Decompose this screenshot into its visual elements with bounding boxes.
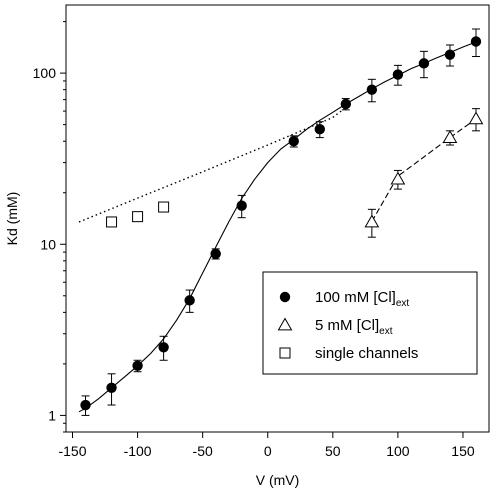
point-100mM bbox=[210, 248, 221, 259]
point-single-channel bbox=[158, 201, 170, 213]
point-100mM bbox=[418, 58, 430, 69]
point-single-channel bbox=[106, 216, 118, 228]
point-100mM bbox=[80, 399, 91, 411]
x-tick-label: -150 bbox=[58, 443, 86, 459]
legend-box bbox=[262, 271, 478, 375]
legend-label: 100 mM [Cl]ext bbox=[315, 289, 409, 309]
point-100mM bbox=[279, 291, 291, 303]
point-100mM bbox=[444, 49, 456, 60]
x-tick-label: 50 bbox=[325, 443, 341, 459]
y-tick-label: 10 bbox=[40, 236, 56, 252]
x-axis-title: V (mV) bbox=[256, 472, 300, 488]
point-5mM bbox=[390, 171, 406, 185]
legend-label: single channels bbox=[315, 345, 418, 362]
point-100mM bbox=[340, 98, 352, 110]
x-axis: -150 -100 -50 0 50 100 150 bbox=[58, 432, 475, 459]
plot-frame bbox=[65, 4, 490, 433]
legend: 100 mM [Cl]ext 5 mM [Cl]ext single channel… bbox=[262, 271, 478, 375]
point-100mM bbox=[132, 360, 143, 371]
point-100mM bbox=[392, 69, 404, 80]
data-points bbox=[80, 36, 484, 411]
x-tick-label: -100 bbox=[124, 443, 152, 459]
point-single-channel bbox=[279, 347, 291, 359]
y-tick-label: 1 bbox=[48, 407, 56, 423]
point-100mM bbox=[288, 136, 299, 147]
x-tick-label: 0 bbox=[264, 443, 272, 459]
point-100mM bbox=[236, 200, 247, 211]
point-100mM bbox=[158, 342, 169, 353]
y-axis: 1 10 100 bbox=[33, 21, 66, 433]
point-5mM bbox=[442, 130, 458, 143]
point-100mM bbox=[184, 295, 195, 306]
legend-label: 5 mM [Cl]ext bbox=[315, 317, 393, 337]
y-axis-title: Kd (mM) bbox=[4, 192, 20, 246]
point-5mM bbox=[277, 317, 293, 331]
point-100mM bbox=[106, 382, 117, 393]
fit-curve-dotted bbox=[78, 106, 347, 223]
point-5mM bbox=[468, 111, 484, 125]
point-100mM bbox=[470, 36, 482, 47]
point-100mM bbox=[366, 84, 378, 95]
y-tick-label: 100 bbox=[33, 65, 57, 81]
point-5mM bbox=[364, 214, 380, 228]
fit-curve-dashed bbox=[371, 118, 477, 222]
x-tick-label: 150 bbox=[451, 443, 475, 459]
x-tick-label: 100 bbox=[386, 443, 410, 459]
legend-label-subscript: ext bbox=[379, 326, 393, 337]
x-tick-label: -50 bbox=[193, 443, 213, 459]
point-100mM bbox=[314, 124, 325, 135]
point-single-channel bbox=[132, 211, 144, 223]
legend-label-subscript: ext bbox=[396, 298, 410, 309]
